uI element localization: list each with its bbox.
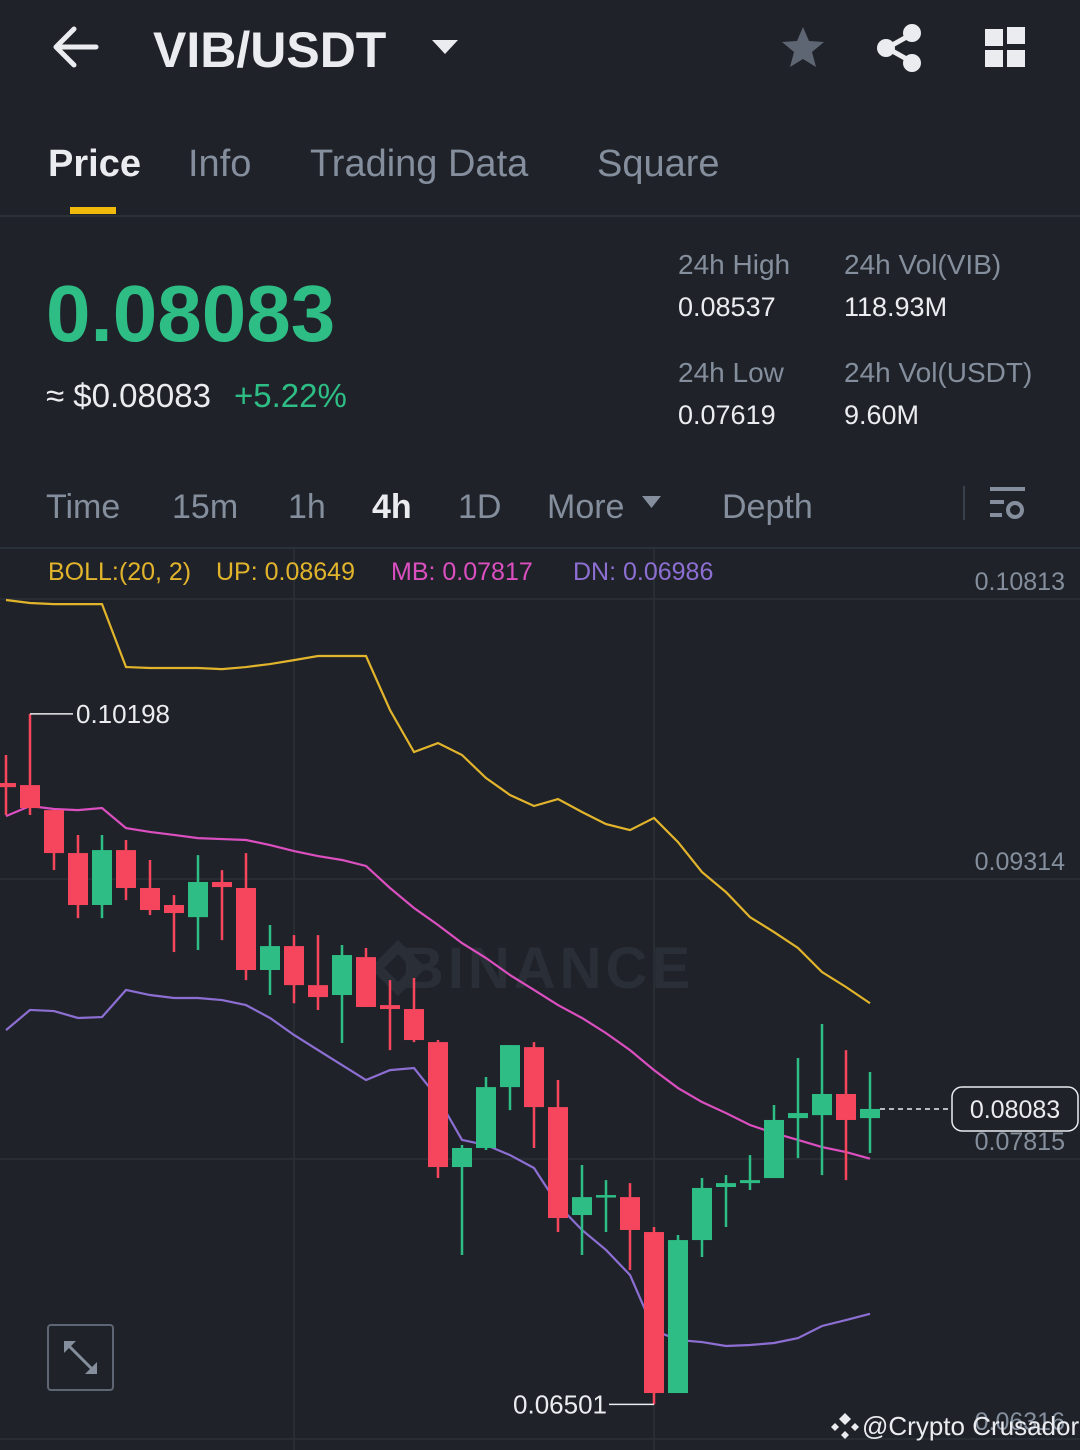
tab[interactable]: Trading Data (310, 143, 529, 185)
interval[interactable]: Time (46, 488, 120, 526)
price-change: +5.22% (234, 377, 347, 414)
tab[interactable]: Info (188, 143, 251, 185)
stats: 24h High 0.08537 24h Vol(VIB) 118.93M 24h Lo… (678, 249, 1032, 430)
candle-body (284, 946, 304, 986)
candle-body (428, 1042, 448, 1168)
candle-body (788, 1113, 808, 1119)
candle-body (260, 946, 280, 970)
candle-body (620, 1197, 640, 1230)
pair-dropdown[interactable] (432, 40, 458, 54)
indicator-label: BOLL:(20, 2) (48, 558, 191, 586)
interval[interactable]: 4h (372, 488, 412, 526)
interval[interactable]: 1D (458, 488, 501, 526)
candle-body (68, 853, 88, 905)
candle-body (452, 1147, 472, 1168)
legend-entry: MB: 0.07817 (391, 558, 533, 586)
candle-body (380, 1005, 400, 1010)
layout-button[interactable] (985, 27, 1025, 67)
legend-entry: UP: 0.08649 (216, 558, 355, 586)
y-tick-label: 0.10813 (975, 568, 1065, 596)
candle-body (548, 1107, 568, 1219)
tab[interactable]: Square (597, 143, 720, 185)
pair-title[interactable]: VIB/USDT (153, 22, 386, 78)
stat-value: 9.60M (844, 400, 919, 430)
candle-body (668, 1240, 688, 1394)
last-price: 0.08083 (46, 269, 335, 358)
bollinger-line (5, 598, 871, 1005)
interval[interactable]: 15m (172, 488, 238, 526)
candle-body (44, 810, 64, 854)
tab-bar: Price Info Trading Data Square (48, 143, 720, 185)
candle-body (764, 1119, 784, 1179)
candle-body (92, 850, 112, 905)
favorite-star[interactable] (782, 27, 824, 67)
expand-button[interactable] (47, 1324, 114, 1391)
watermark-logo (370, 940, 426, 996)
stat-value: 0.07619 (678, 400, 776, 430)
candle-body (596, 1195, 616, 1198)
candle-body (812, 1094, 832, 1116)
candle-body (404, 1009, 424, 1041)
legend-entry: DN: 0.06986 (573, 558, 713, 586)
credit-logo (831, 1413, 859, 1439)
active-tab-indicator (70, 207, 116, 214)
y-tick-label: 0.07815 (975, 1128, 1065, 1156)
candle-body (212, 882, 232, 888)
interval[interactable]: Depth (722, 488, 813, 526)
more-caret[interactable] (642, 496, 661, 508)
candle-body (716, 1183, 736, 1188)
back-button[interactable] (53, 26, 99, 68)
last-price-label: 0.08083 (970, 1096, 1060, 1124)
candle-body (116, 850, 136, 888)
candle-body (476, 1087, 496, 1148)
stat-label: 24h Vol(VIB) (844, 249, 1001, 280)
stat-value: 118.93M (844, 292, 947, 322)
chart-settings[interactable] (990, 487, 1025, 519)
stat-value: 0.08537 (678, 292, 776, 322)
candle-body (572, 1197, 592, 1216)
stat-label: 24h Vol(USDT) (844, 357, 1032, 388)
y-tick-label: 0.06316 (975, 1408, 1065, 1436)
candle-body (356, 957, 376, 1007)
low-label: 0.06501 (513, 1389, 607, 1419)
candle-body (692, 1187, 712, 1241)
candle-body (740, 1180, 760, 1184)
candle-body (332, 955, 352, 996)
tab[interactable]: Price (48, 143, 141, 185)
candle-body (164, 904, 184, 914)
watermark: BINANCE (402, 936, 694, 1001)
candle-body (140, 887, 160, 911)
share-button[interactable] (877, 24, 921, 72)
candle-body (524, 1047, 544, 1108)
candle-body (20, 785, 40, 809)
credit-watermark: @Crypto Crusador (862, 1411, 1079, 1441)
candle-body (236, 887, 256, 970)
stat-label: 24h High (678, 249, 790, 280)
y-tick-label: 0.09314 (975, 848, 1065, 876)
candle-body (500, 1045, 520, 1088)
candle-body (0, 783, 16, 788)
candle-body (644, 1232, 664, 1394)
fiat-price: ≈ $0.08083 (46, 377, 211, 414)
last-price-tag (951, 1086, 1079, 1132)
candle-body (188, 882, 208, 918)
high-label: 0.10198 (76, 699, 170, 729)
candle-body (836, 1094, 856, 1120)
interval[interactable]: More (547, 488, 624, 526)
interval[interactable]: 1h (288, 488, 326, 526)
candle-body (860, 1108, 880, 1119)
interval-bar: Time 15m 1h 4h 1D More Depth (46, 488, 813, 526)
candle-body (308, 985, 328, 998)
candlestick-chart: BINANCE 0.10813 0.09314 0.07815 0.06316 BOLL… (0, 549, 1080, 1450)
bollinger-line (5, 804, 871, 1160)
stat-label: 24h Low (678, 357, 785, 388)
